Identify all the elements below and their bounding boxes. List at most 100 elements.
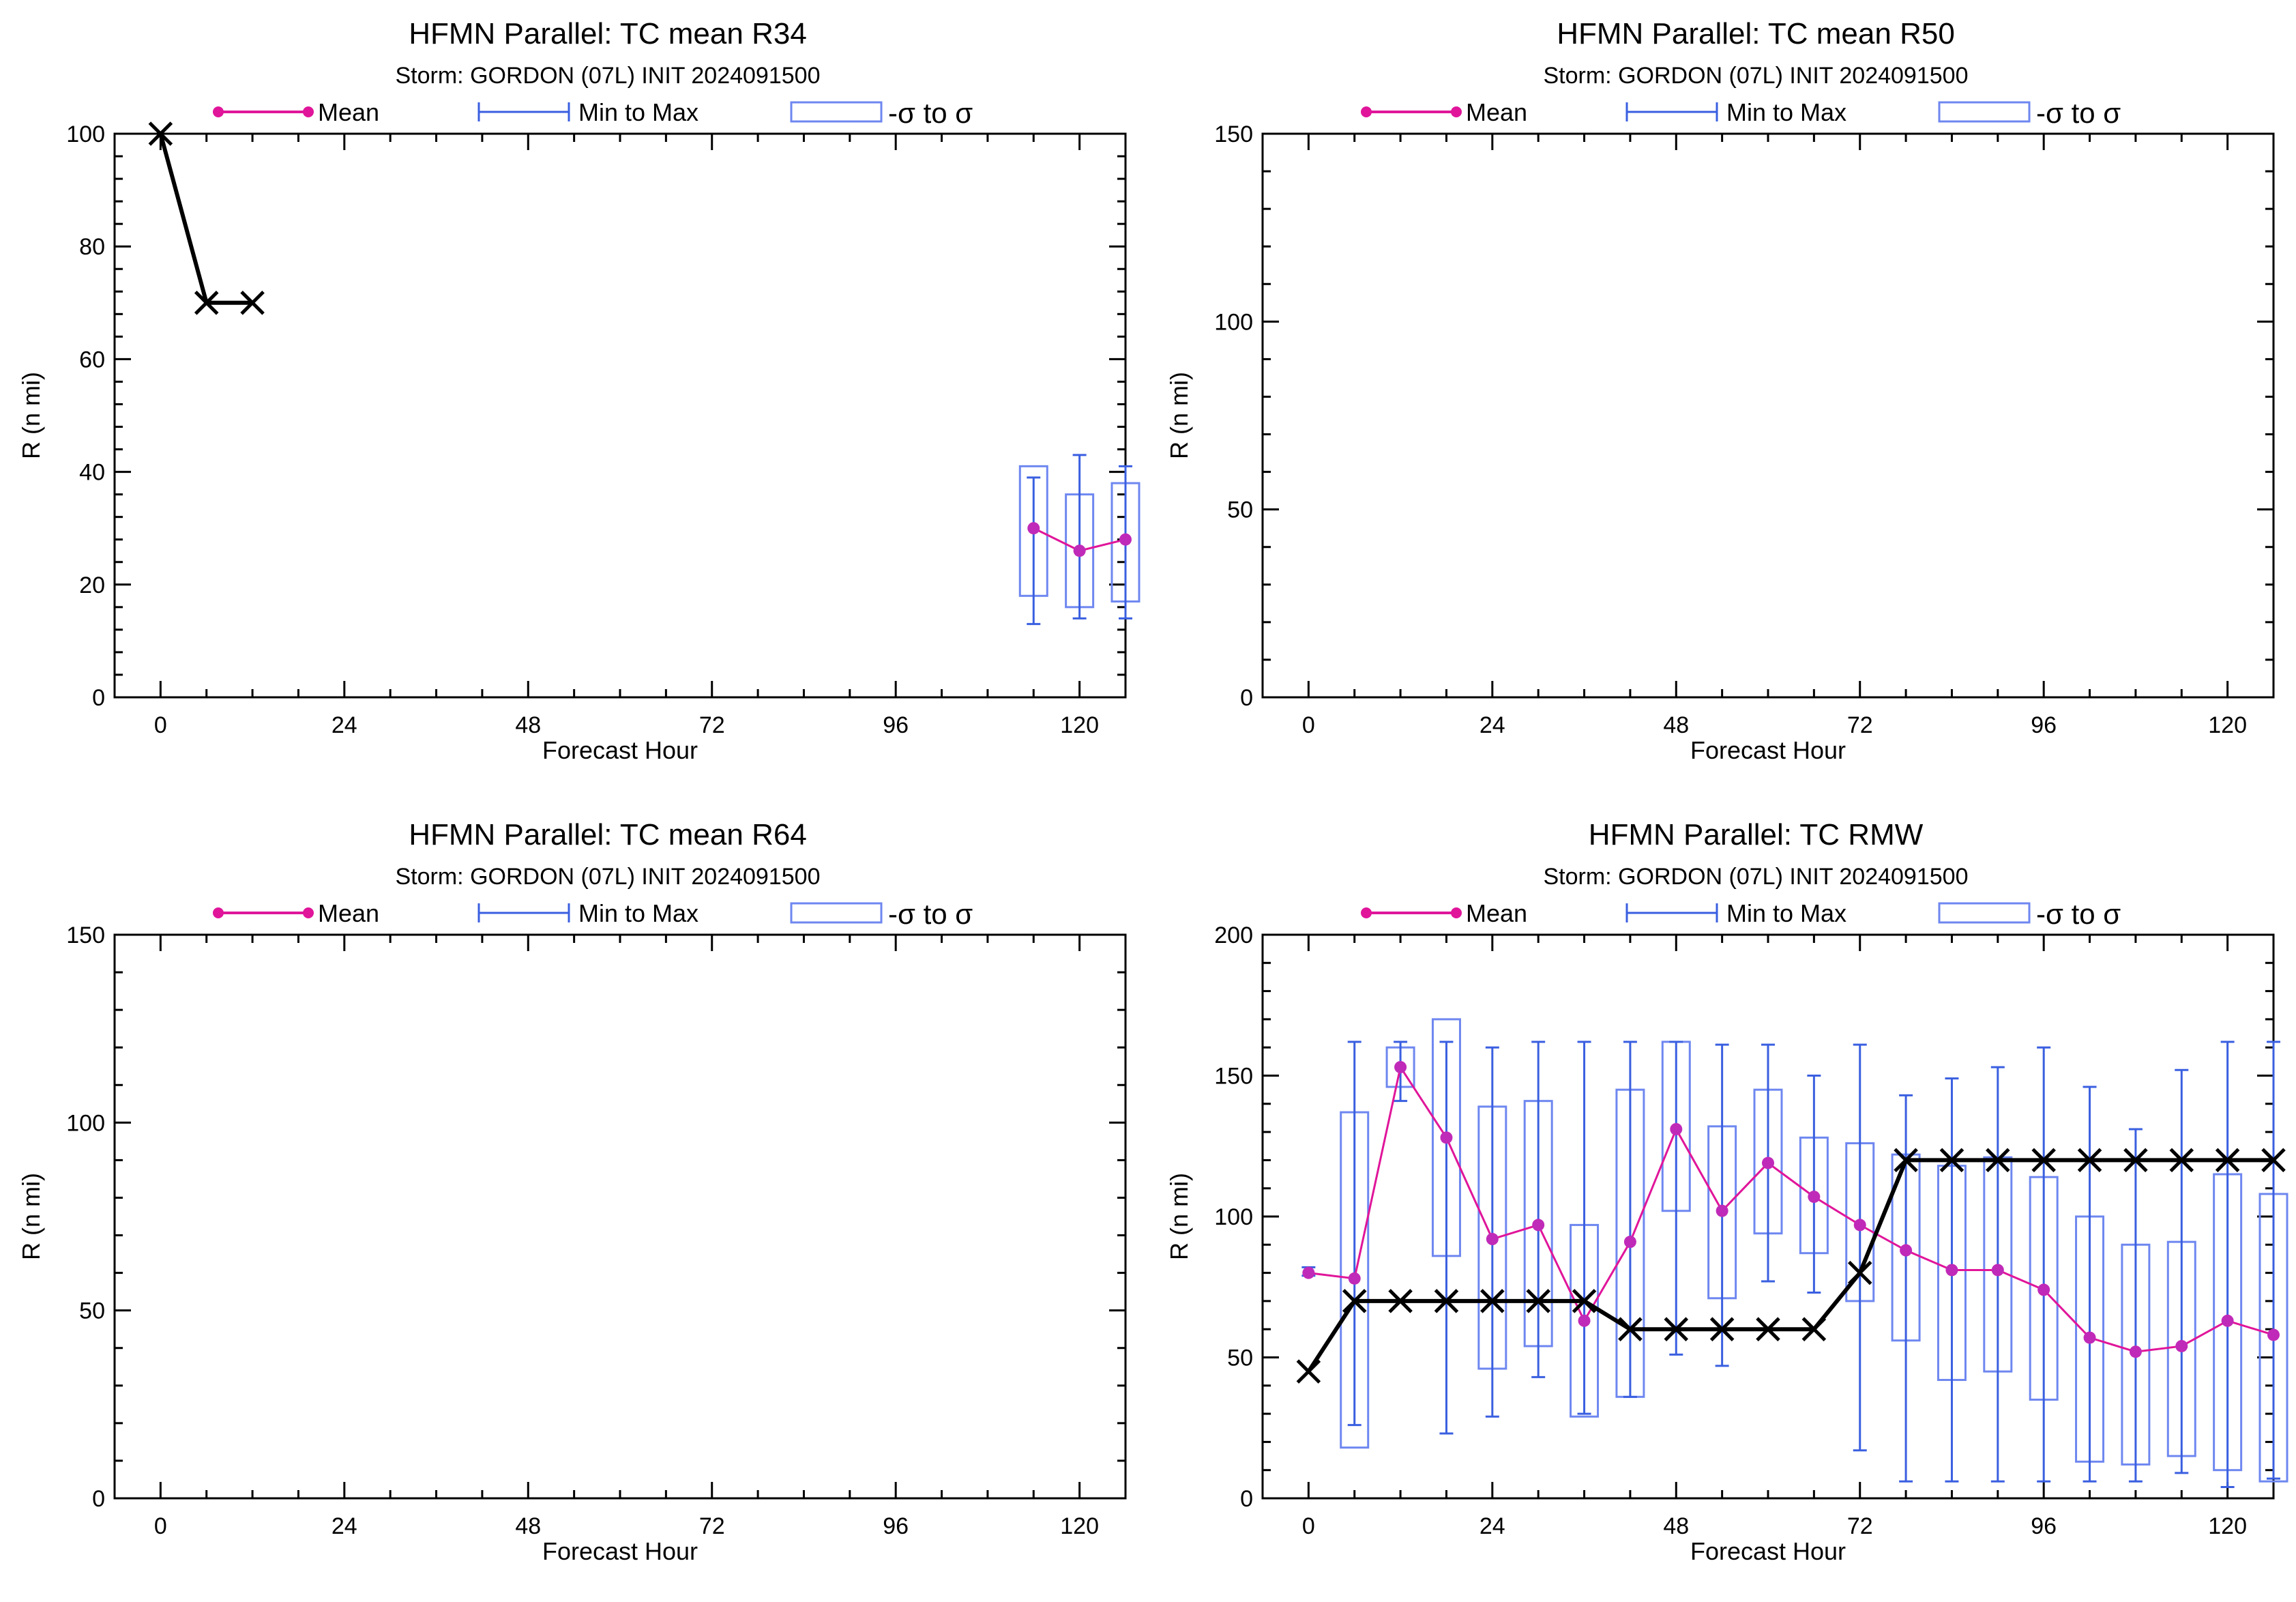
mean-point (1808, 1191, 1821, 1204)
observed-point (1847, 1260, 1872, 1285)
y-axis-label: R (n mi) (1165, 372, 1193, 459)
legend-mean-marker-left (1361, 907, 1372, 918)
mean-point (1486, 1233, 1499, 1246)
observed-point (1939, 1148, 1964, 1173)
x-tick-label: 48 (1663, 712, 1689, 738)
legend-mean-marker-right (303, 907, 314, 918)
mean-series-line (1308, 1064, 2274, 1353)
legend-mean-marker-left (1361, 106, 1372, 117)
legend-sigma-label: -σ to σ (888, 97, 973, 129)
x-tick-label: 96 (2031, 1513, 2057, 1539)
x-tick-label: 48 (515, 712, 541, 738)
y-axis-label: R (n mi) (1165, 1173, 1193, 1260)
mean-point (1853, 1219, 1866, 1232)
legend-sigma-label: -σ to σ (888, 898, 973, 930)
x-axis-label: Forecast Hour (1690, 736, 1846, 764)
y-tick-label: 60 (79, 347, 105, 373)
x-axis-label: Forecast Hour (1690, 1537, 1846, 1565)
mean-point (1027, 522, 1040, 535)
observed-point (1434, 1289, 1459, 1313)
observed-point (1296, 1359, 1321, 1384)
y-axis-label: R (n mi) (17, 1173, 45, 1260)
y-tick-label: 0 (1240, 685, 1253, 711)
mean-point (1532, 1219, 1545, 1232)
mean-point (1302, 1266, 1315, 1279)
legend-mean-label: Mean (1466, 98, 1527, 126)
x-tick-label: 72 (699, 712, 725, 738)
legend-mean-label: Mean (318, 98, 379, 126)
y-tick-label: 200 (1214, 922, 1253, 948)
mean-point (1762, 1156, 1774, 1169)
y-tick-label: 50 (79, 1298, 105, 1324)
x-tick-label: 24 (332, 712, 357, 738)
mean-point (1991, 1264, 2004, 1277)
legend-minmax-label: Min to Max (1726, 98, 1846, 126)
observed-point (2261, 1148, 2286, 1173)
legend-mean-marker-right (1451, 106, 1462, 117)
x-tick-label: 24 (1480, 1513, 1505, 1539)
plot-frame (113, 132, 1127, 699)
observed-point (1756, 1317, 1780, 1341)
mean-point (1440, 1131, 1453, 1144)
legend-minmax-label: Min to Max (578, 899, 698, 927)
observed-point (1480, 1289, 1505, 1313)
x-axis-label: Forecast Hour (542, 736, 698, 764)
y-tick-label: 50 (1227, 497, 1253, 523)
observed-point (1709, 1317, 1735, 1341)
legend-sigma-label: -σ to σ (2036, 898, 2121, 930)
observed-point (2077, 1148, 2102, 1173)
x-axis-label: Forecast Hour (542, 1537, 698, 1565)
x-tick-label: 96 (883, 712, 909, 738)
y-tick-label: 150 (1214, 121, 1253, 147)
mean-point (1394, 1061, 1407, 1074)
x-tick-label: 48 (1663, 1513, 1689, 1539)
x-tick-label: 0 (154, 1513, 167, 1539)
observed-point (1894, 1148, 1918, 1173)
y-tick-label: 100 (66, 1110, 105, 1136)
observed-point (1388, 1289, 1413, 1313)
legend-mean-label: Mean (1466, 899, 1527, 927)
y-tick-label: 100 (66, 121, 105, 147)
x-tick-label: 72 (699, 1513, 725, 1539)
observed-point (2031, 1148, 2056, 1173)
legend-mean-label: Mean (318, 899, 379, 927)
y-tick-label: 150 (1214, 1064, 1253, 1090)
observed-point (1526, 1289, 1550, 1313)
observed-point (1342, 1289, 1367, 1313)
observed-point (240, 291, 265, 315)
y-tick-label: 100 (1214, 1204, 1253, 1230)
legend-mean-marker-left (213, 106, 224, 117)
chart-panel-2: HFMN Parallel: TC mean R50 Storm: GORDON … (1165, 17, 2275, 764)
legend-minmax-label: Min to Max (578, 98, 698, 126)
observed-point (2169, 1148, 2194, 1173)
mean-point (2175, 1339, 2188, 1352)
mean-point (1670, 1122, 1683, 1135)
chart-legend: Mean Min to Max -σ to σ (1361, 898, 2121, 930)
chart-subtitle: Storm: GORDON (07L) INIT 2024091500 (1544, 864, 1969, 890)
x-tick-label: 120 (1060, 712, 1099, 738)
x-tick-label: 72 (1847, 1513, 1873, 1539)
y-tick-label: 0 (92, 685, 105, 711)
legend-mean-marker-left (213, 907, 224, 918)
observed-point (1986, 1148, 2010, 1173)
observed-point (1618, 1317, 1643, 1341)
mean-point (1716, 1204, 1728, 1217)
mean-point (1073, 544, 1086, 557)
chart-panel-4: HFMN Parallel: TC RMW Storm: GORDON (07L)… (1165, 818, 2288, 1565)
chart-legend: Mean Min to Max -σ to σ (213, 898, 973, 930)
x-tick-label: 0 (1302, 1513, 1315, 1539)
y-tick-label: 50 (1227, 1345, 1253, 1371)
observed-point (2215, 1148, 2240, 1173)
mean-point (2267, 1328, 2280, 1341)
legend-mean-marker-right (303, 106, 314, 117)
x-tick-label: 24 (1480, 712, 1505, 738)
x-tick-label: 0 (154, 712, 167, 738)
mean-point (1119, 533, 1132, 546)
chart-title: HFMN Parallel: TC mean R34 (409, 17, 807, 50)
chart-panel-1: HFMN Parallel: TC mean R34 Storm: GORDON … (17, 17, 1140, 764)
chart-panel-3: HFMN Parallel: TC mean R64 Storm: GORDON … (17, 818, 1127, 1565)
plot-frame (1261, 132, 2275, 699)
chart-legend: Mean Min to Max -σ to σ (1361, 97, 2121, 129)
y-tick-label: 0 (92, 1486, 105, 1512)
x-tick-label: 96 (883, 1513, 909, 1539)
